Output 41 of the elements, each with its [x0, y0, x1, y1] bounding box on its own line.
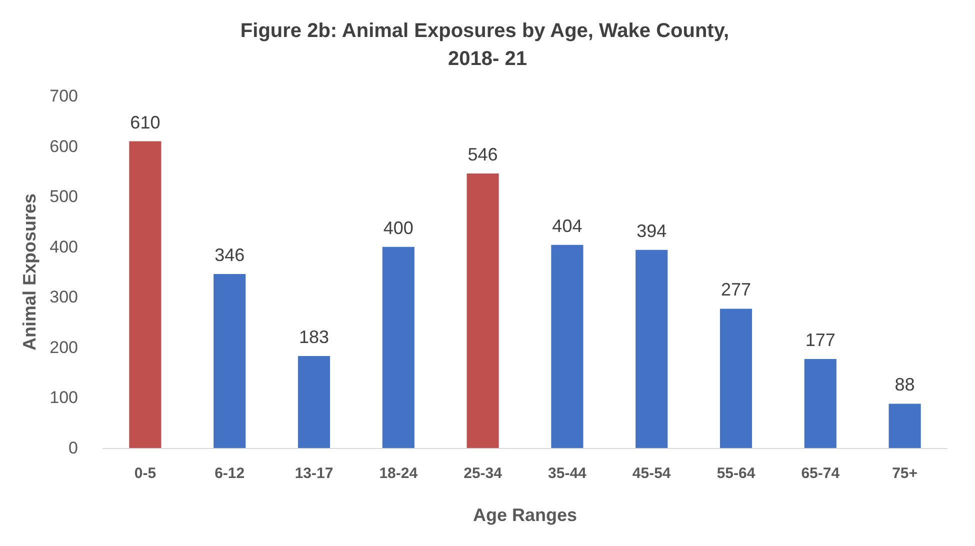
y-tick-label: 0	[68, 438, 78, 458]
data-label: 394	[636, 220, 667, 241]
x-tick-label: 25-34	[464, 465, 503, 482]
data-label: 404	[552, 216, 582, 236]
chart-title: Figure 2b: Animal Exposures by Age, Wake County, 2018- 21	[240, 20, 735, 70]
bar	[382, 246, 414, 448]
bar	[129, 141, 162, 448]
bar	[888, 404, 921, 448]
data-label: 400	[383, 218, 414, 238]
y-tick-label: 100	[50, 388, 78, 408]
y-tick-label: 500	[50, 187, 78, 206]
x-tick-label: 6-12	[214, 465, 245, 482]
bar	[298, 356, 330, 448]
x-tick-label: 35-44	[548, 465, 588, 482]
bar	[720, 308, 752, 448]
y-tick-label: 200	[50, 338, 78, 357]
x-tick-label: 45-54	[632, 465, 672, 482]
y-tick-label: 300	[50, 288, 78, 307]
x-tick-label: 13-17	[294, 465, 334, 482]
x-axis-title: Age Ranges	[472, 505, 578, 525]
bar	[466, 173, 499, 448]
data-label: 277	[720, 280, 752, 300]
data-label: 610	[130, 112, 160, 132]
x-tick-label: 65-74	[801, 465, 840, 482]
data-label: 183	[298, 326, 330, 347]
data-label: 546	[468, 144, 498, 164]
x-tick-label: 18-24	[379, 465, 418, 482]
x-tick-label: 0-5	[134, 465, 156, 482]
y-tick-label: 700	[50, 86, 78, 106]
x-tick-label: 75+	[892, 465, 918, 482]
bar	[636, 250, 668, 448]
x-tick-label: 55-64	[716, 465, 756, 482]
bar	[551, 244, 584, 448]
data-label: 177	[805, 330, 836, 350]
bar	[804, 358, 836, 448]
y-tick-label: 600	[50, 136, 78, 156]
y-tick-label: 400	[50, 237, 78, 256]
bar	[214, 274, 246, 448]
data-label: 346	[214, 245, 245, 266]
data-label: 88	[894, 374, 915, 395]
y-axis-title: Animal Exposures	[20, 193, 40, 351]
